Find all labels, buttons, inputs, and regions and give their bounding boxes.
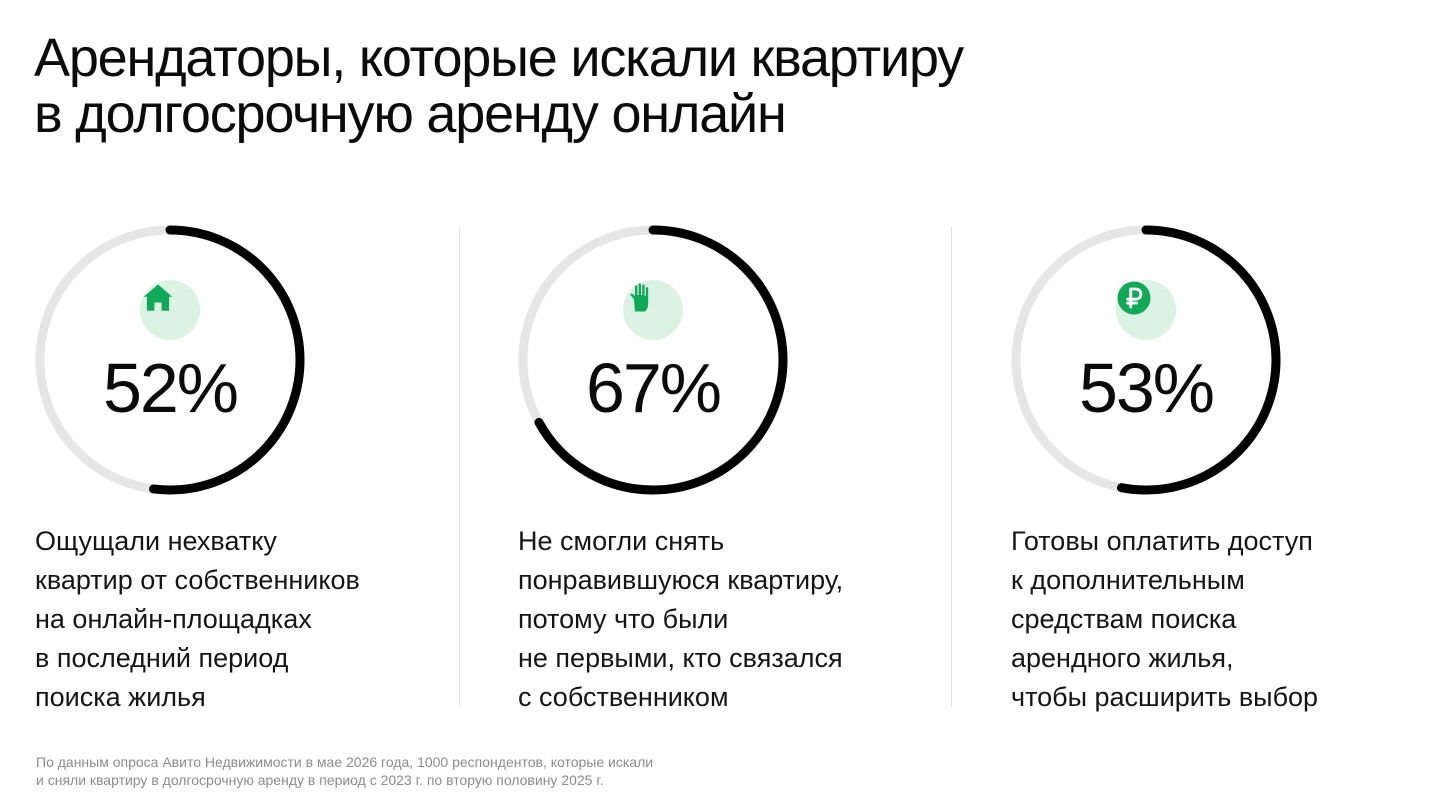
description-line: средствам поиска — [1011, 604, 1237, 634]
stat-description: Ощущали нехватку квартир от собственнико… — [35, 522, 455, 717]
title-line-2: в долгосрочную аренду онлайн — [34, 84, 787, 144]
stat-description: Не смогли снять понравившуюся квартиру, … — [518, 522, 938, 717]
description-line: с собственником — [518, 682, 729, 712]
description-line: Не смогли снять — [518, 526, 725, 556]
page-title: Арендаторы, которые искали квартиру в до… — [34, 28, 964, 144]
stat-card-2: 67% Не смогли снять понравившуюся кварти… — [518, 220, 938, 720]
stat-card-3: 53% Готовы оплатить доступ к дополнитель… — [1011, 220, 1431, 720]
description-line: не первыми, кто связался — [518, 643, 843, 673]
footnote: По данным опроса Авито Недвижимости в ма… — [36, 753, 653, 789]
description-line: чтобы расширить выбор — [1011, 682, 1319, 712]
progress-ring-arc — [518, 225, 788, 495]
ruble-icon — [1116, 280, 1176, 340]
footnote-line-2: и сняли квартиру в долгосрочную аренду в… — [36, 772, 604, 788]
progress-ring-arc — [35, 225, 305, 495]
description-line: арендного жилья, — [1011, 643, 1234, 673]
percent-value: 52% — [102, 349, 239, 427]
description-line: квартир от собственников — [35, 565, 360, 595]
percent-value: 53% — [1078, 349, 1215, 427]
description-line: к дополнительным — [1011, 565, 1245, 595]
description-line: Готовы оплатить доступ — [1011, 526, 1313, 556]
hand-icon — [623, 280, 683, 340]
percent-value: 67% — [585, 349, 722, 427]
progress-ring: 53% — [1011, 220, 1291, 500]
description-line: в последний период — [35, 643, 289, 673]
progress-ring: 67% — [518, 220, 798, 500]
footnote-line-1: По данным опроса Авито Недвижимости в ма… — [36, 754, 654, 770]
description-line: на онлайн-площадках — [35, 604, 312, 634]
stat-card-1: 52% Ощущали нехватку квартир от собствен… — [35, 220, 455, 720]
house-icon — [140, 280, 200, 340]
column-divider-2 — [951, 227, 952, 707]
stat-description: Готовы оплатить доступ к дополнительным … — [1011, 522, 1431, 717]
progress-ring-svg — [35, 225, 305, 495]
progress-ring-svg — [1011, 225, 1281, 495]
description-line: Ощущали нехватку — [35, 526, 277, 556]
progress-ring: 52% — [35, 220, 315, 500]
progress-ring-arc — [1011, 225, 1281, 495]
description-line: потому что были — [518, 604, 729, 634]
description-line: понравившуюся квартиру, — [518, 565, 844, 595]
title-line-1: Арендаторы, которые искали квартиру — [34, 28, 964, 88]
column-divider-1 — [459, 227, 460, 707]
description-line: поиска жилья — [35, 682, 206, 712]
progress-ring-svg — [518, 225, 788, 495]
